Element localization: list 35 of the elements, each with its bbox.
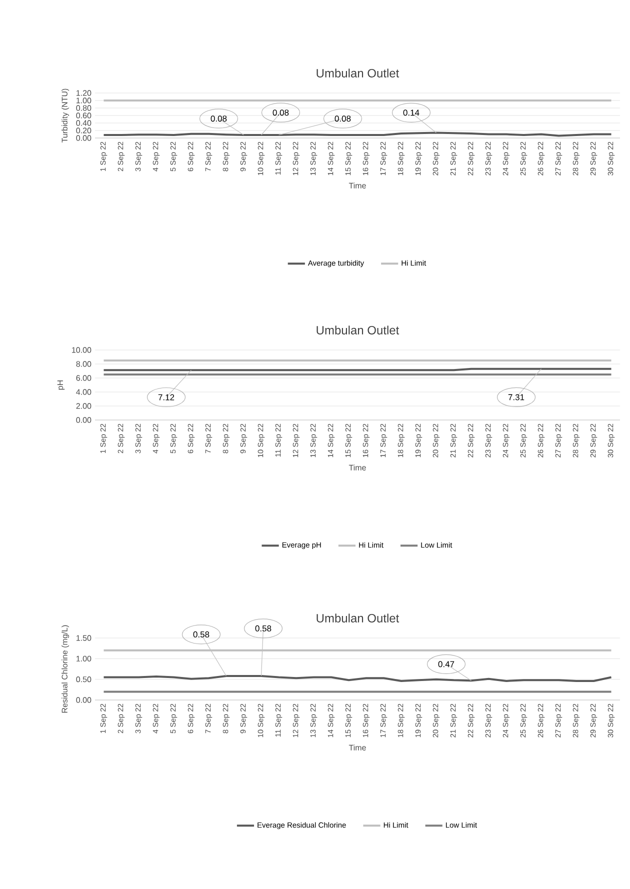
y-tick-label: 0.60 [76, 112, 92, 118]
y-tick-label: 0.50 [76, 676, 92, 682]
y-tick-label: 0.80 [76, 105, 92, 111]
y-tick-label: 1.50 [76, 635, 92, 641]
y-tick-label: 1.00 [76, 656, 92, 662]
annotation: 7.31 [508, 394, 524, 400]
annotation: 0.14 [403, 110, 420, 116]
y-axis-title: Residual Chlorine (mg/L) [62, 625, 70, 713]
y-tick-label: 10.00 [72, 347, 92, 353]
chart-title: Umbulan Outlet [316, 614, 400, 622]
annotation: 0.47 [438, 661, 454, 668]
y-tick-label: 0.40 [76, 120, 92, 126]
annotation: 7.12 [158, 394, 174, 400]
annotation: 0.58 [193, 631, 210, 638]
y-tick-label: 0.00 [76, 135, 92, 141]
chart-title: Umbulan Outlet [316, 68, 400, 78]
chart-title: Umbulan Outlet [316, 326, 400, 334]
y-tick-label: 4.00 [76, 389, 92, 395]
y-tick-label: 0.00 [76, 417, 92, 423]
annotation: 0.08 [334, 116, 351, 122]
y-axis-title: Turbidity (NTU) [62, 88, 70, 143]
y-tick-label: 1.00 [76, 98, 92, 104]
y-tick-label: 2.00 [76, 403, 92, 409]
y-tick-label: 0.00 [76, 697, 92, 703]
annotation: 0.08 [210, 116, 227, 122]
y-axis-title: pH [57, 380, 65, 390]
x-axis-title: Time [348, 744, 366, 750]
y-tick-label: 6.00 [76, 375, 92, 381]
y-tick-label: 0.20 [76, 128, 92, 134]
y-tick-label: 8.00 [76, 361, 92, 367]
annotation: 0.58 [255, 625, 272, 632]
x-axis-title: Time [348, 182, 366, 188]
annotation: 0.08 [272, 110, 289, 116]
y-tick-label: 1.20 [76, 90, 92, 96]
x-axis-title: Time [348, 464, 366, 470]
